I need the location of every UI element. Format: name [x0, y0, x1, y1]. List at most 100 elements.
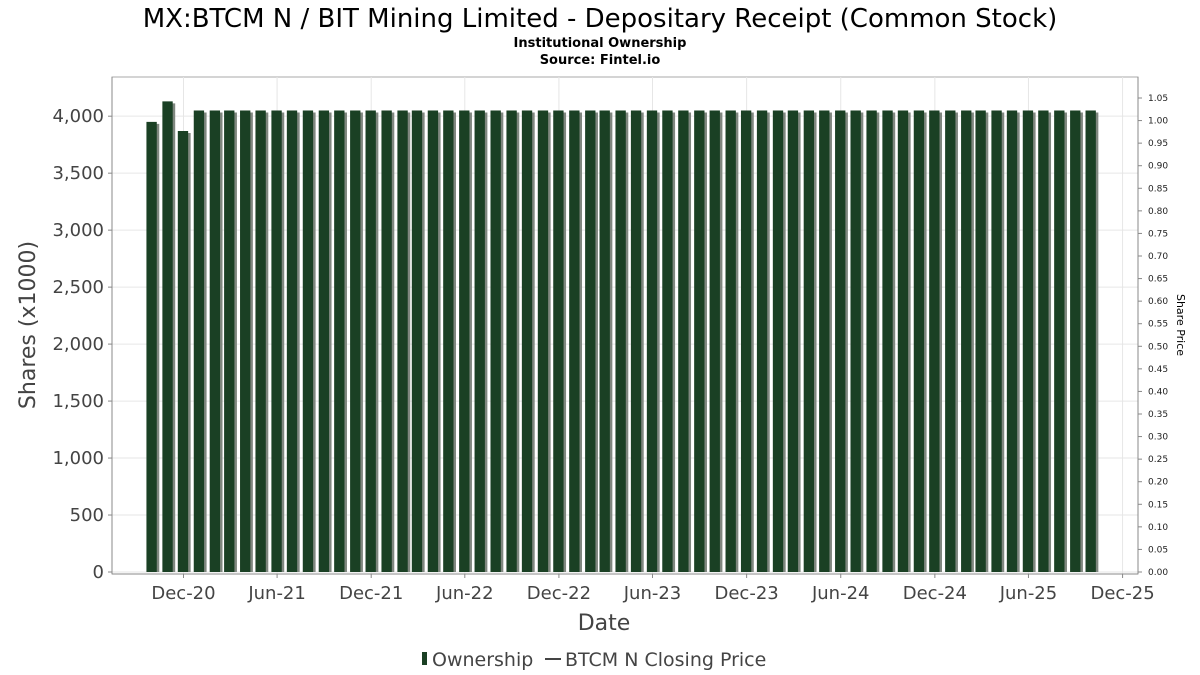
y2-tick-label: 0.05 — [1148, 545, 1168, 555]
ownership-bar-35 — [694, 110, 705, 572]
ownership-bar-53 — [975, 110, 986, 572]
ownership-bar-27 — [569, 110, 580, 572]
y2-tick-label: 0.95 — [1148, 139, 1168, 149]
x-tick-label: Jun-25 — [999, 583, 1058, 604]
ownership-bar-40 — [772, 110, 784, 572]
ownership-bar-48 — [897, 110, 909, 572]
x-tick-label: Dec-21 — [339, 583, 403, 604]
y2-tick-label: 0.40 — [1148, 387, 1168, 397]
x-axis-ticks: Dec-20 Jun-21 Dec-21 Jun-22 Dec-22 Jun-23 Dec-… — [151, 574, 1155, 604]
ownership-bar-7 — [255, 110, 266, 572]
y-tick-label: 4,000 — [52, 106, 104, 127]
y2-tick-label: 0.75 — [1148, 229, 1168, 239]
x-tick-label: Dec-24 — [903, 583, 967, 604]
legend-ownership-swatch — [422, 652, 427, 665]
y2-axis-title: Share Price — [1174, 294, 1187, 356]
ownership-bar-41 — [787, 110, 799, 572]
chart-title: MX:BTCM N / BIT Mining Limited - Deposit… — [143, 4, 1058, 34]
y-tick-label: 500 — [70, 505, 104, 526]
y-tick-label: 0 — [93, 562, 104, 583]
ownership-bar-59 — [1070, 110, 1081, 572]
y2-tick-label: 0.65 — [1148, 275, 1168, 285]
ownership-bar-37 — [725, 110, 736, 572]
legend: Ownership BTCM N Closing Price — [422, 649, 766, 671]
y2-tick-label: 0.55 — [1148, 320, 1168, 330]
ownership-bar-26 — [553, 110, 564, 572]
ownership-bar-23 — [506, 110, 517, 572]
ownership-bar-50 — [929, 110, 940, 572]
y2-tick-label: 0.30 — [1148, 433, 1168, 443]
ownership-bar-57 — [1038, 110, 1049, 572]
y-tick-label: 3,000 — [52, 220, 104, 241]
ownership-bar-1 — [162, 101, 173, 572]
ownership-bar-3 — [193, 110, 205, 572]
ownership-bar-29 — [599, 110, 610, 572]
y2-tick-label: 0.60 — [1148, 297, 1168, 307]
ownership-bar-25 — [537, 110, 549, 572]
ownership-bar-21 — [474, 110, 485, 572]
y-tick-label: 1,500 — [52, 391, 104, 412]
ownership-bar-24 — [521, 110, 533, 572]
ownership-bar-38 — [740, 110, 752, 572]
ownership-bar-18 — [427, 110, 439, 572]
legend-price-label: BTCM N Closing Price — [565, 649, 766, 671]
ownership-bar-32 — [646, 110, 658, 572]
ownership-bar-60 — [1085, 110, 1096, 572]
ownership-bar-22 — [490, 110, 501, 572]
y2-tick-label: 0.35 — [1148, 410, 1168, 420]
y2-tick-label: 0.10 — [1148, 523, 1168, 533]
left-axis-ticks: 0 500 1,000 1,500 2,000 2,500 3,000 3,500 4,000 — [52, 106, 112, 583]
y2-tick-label: 0.80 — [1148, 207, 1168, 217]
axes-group — [111, 77, 1139, 575]
legend-ownership-label: Ownership — [432, 649, 533, 671]
ownership-bar-28 — [585, 110, 596, 572]
ownership-bar-54 — [991, 110, 1002, 572]
x-tick-label: Dec-23 — [715, 583, 779, 604]
y2-tick-label: 0.25 — [1148, 455, 1168, 465]
ownership-bar-36 — [709, 110, 720, 572]
x-tick-label: Jun-24 — [811, 583, 870, 604]
right-axis-ticks: 0.00 0.05 0.10 0.15 0.20 0.25 0.30 0.35 0.40 0.45… — [1138, 94, 1168, 578]
x-axis-title: Date — [578, 611, 631, 636]
ownership-bar-13 — [350, 110, 361, 572]
ownership-bar-33 — [662, 110, 673, 572]
y2-tick-label: 0.20 — [1148, 478, 1168, 488]
ownership-bar-45 — [850, 110, 861, 572]
ownership-bar-2 — [177, 131, 189, 572]
ownership-bar-12 — [334, 110, 345, 572]
ownership-bar-51 — [945, 110, 956, 572]
ownership-bar-9 — [286, 110, 298, 572]
ownership-bar-49 — [913, 110, 925, 572]
ownership-bar-31 — [630, 110, 642, 572]
y2-tick-label: 0.45 — [1148, 365, 1168, 375]
x-tick-label: Dec-22 — [527, 583, 591, 604]
ownership-bar-19 — [443, 110, 454, 572]
ownership-bar-30 — [615, 110, 626, 572]
ownership-bar-6 — [240, 110, 251, 572]
ownership-bar-34 — [678, 110, 689, 572]
ownership-bar-10 — [302, 110, 314, 572]
ownership-bar-52 — [961, 110, 972, 572]
ownership-bar-16 — [397, 110, 408, 572]
ownership-bar-56 — [1022, 110, 1034, 572]
ownership-bar-39 — [756, 110, 768, 572]
y-axis-title: Shares (x1000) — [16, 241, 41, 409]
bars-group — [146, 101, 1099, 572]
ownership-bar-44 — [835, 110, 846, 572]
y-tick-label: 2,000 — [52, 334, 104, 355]
y2-tick-label: 0.90 — [1148, 162, 1168, 172]
ownership-bar-14 — [365, 110, 376, 572]
ownership-bar-58 — [1054, 110, 1065, 572]
x-tick-label: Jun-21 — [247, 583, 306, 604]
y-tick-label: 1,000 — [52, 448, 104, 469]
y2-tick-label: 0.50 — [1148, 342, 1168, 352]
ownership-bar-0 — [146, 121, 157, 572]
y2-tick-label: 0.15 — [1148, 500, 1168, 510]
x-tick-label: Jun-23 — [623, 583, 682, 604]
ownership-bar-42 — [803, 110, 815, 572]
x-tick-label: Jun-22 — [435, 583, 494, 604]
ownership-bar-20 — [459, 110, 470, 572]
ownership-bar-17 — [411, 110, 423, 572]
y2-tick-label: 0.00 — [1148, 568, 1168, 578]
